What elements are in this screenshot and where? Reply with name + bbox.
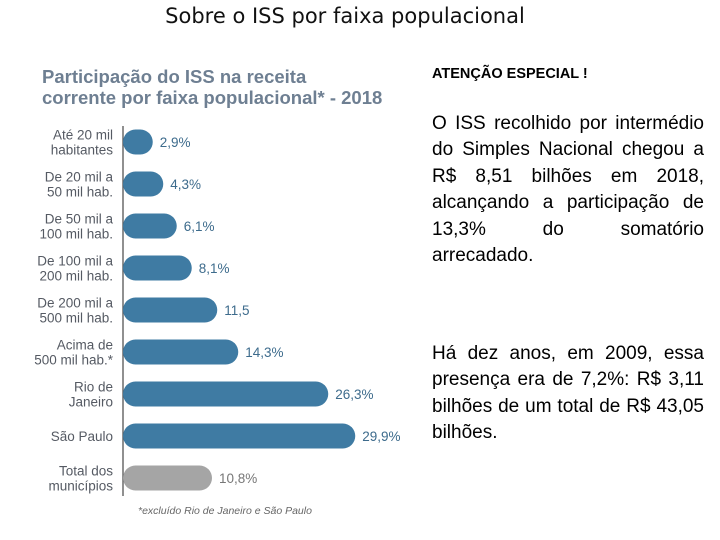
bar — [123, 171, 164, 197]
category-label: De 50 mil a 100 mil hab. — [39, 212, 113, 242]
category-label-line: De 50 mil a — [45, 212, 114, 227]
value-label: 4,3% — [170, 177, 201, 192]
chart-title-line-1: Participação do ISS na receita — [42, 66, 307, 87]
attention-heading: ATENÇÃO ESPECIAL ! — [432, 66, 588, 82]
category-label-line: De 200 mil a — [37, 296, 113, 311]
value-label: 10,8% — [219, 471, 257, 486]
category-label-line: 500 mil hab. — [39, 311, 113, 326]
category-label: De 100 mil a 200 mil hab. — [37, 254, 113, 284]
paragraph-2009-comparison: Há dez anos, em 2009, essa presença era … — [432, 343, 704, 444]
bar — [123, 255, 192, 281]
category-label: De 200 mil a 500 mil hab. — [37, 296, 113, 326]
bar — [123, 213, 177, 239]
chart-title: Participação do ISS na receita corrente … — [42, 66, 412, 108]
category-label-line: Até 20 mil — [53, 128, 113, 143]
bar — [123, 423, 356, 449]
bar — [123, 339, 239, 365]
category-label: Até 20 mil habitantes — [51, 128, 114, 158]
page-title: Sobre o ISS por faixa populacional — [165, 4, 525, 28]
paragraph-simples-nacional: O ISS recolhido por intermédio do Simple… — [432, 113, 704, 267]
category-label-line: Janeiro — [69, 395, 113, 410]
bar — [123, 297, 218, 323]
category-label-line: De 100 mil a — [37, 254, 113, 269]
category-label-line: municípios — [48, 479, 113, 494]
category-label-line: Total dos — [59, 464, 113, 479]
footnote: *excluído Rio de Janeiro e São Paulo — [138, 505, 312, 517]
value-label: 26,3% — [335, 387, 373, 402]
category-label: Total dos municípios — [48, 464, 113, 494]
category-label: Acima de 500 mil hab.* — [34, 338, 114, 368]
category-label-line: 200 mil hab. — [39, 269, 113, 284]
category-label-line: 50 mil hab. — [47, 185, 113, 200]
chart-title-line-2: corrente por faixa populacional* - 2018 — [42, 87, 383, 108]
category-label: De 20 mil a 50 mil hab. — [45, 170, 114, 200]
category-label-line: São Paulo — [51, 429, 113, 444]
value-label: 14,3% — [245, 345, 283, 360]
category-label-line: Rio de — [74, 380, 113, 395]
value-label: 2,9% — [160, 135, 191, 150]
category-label: São Paulo — [51, 429, 113, 444]
bar — [123, 129, 153, 155]
category-label-line: De 20 mil a — [45, 170, 114, 185]
value-label: 8,1% — [199, 261, 230, 276]
value-label: 6,1% — [184, 219, 215, 234]
category-label-line: 500 mil hab.* — [34, 353, 114, 368]
category-label-line: Acima de — [57, 338, 113, 353]
bar — [123, 465, 212, 491]
bar — [123, 381, 329, 407]
value-label: 11,5 — [224, 303, 249, 318]
category-label-line: habitantes — [51, 143, 114, 158]
category-label-line: 100 mil hab. — [39, 227, 113, 242]
value-label: 29,9% — [362, 429, 400, 444]
category-label: Rio de Janeiro — [69, 380, 113, 410]
